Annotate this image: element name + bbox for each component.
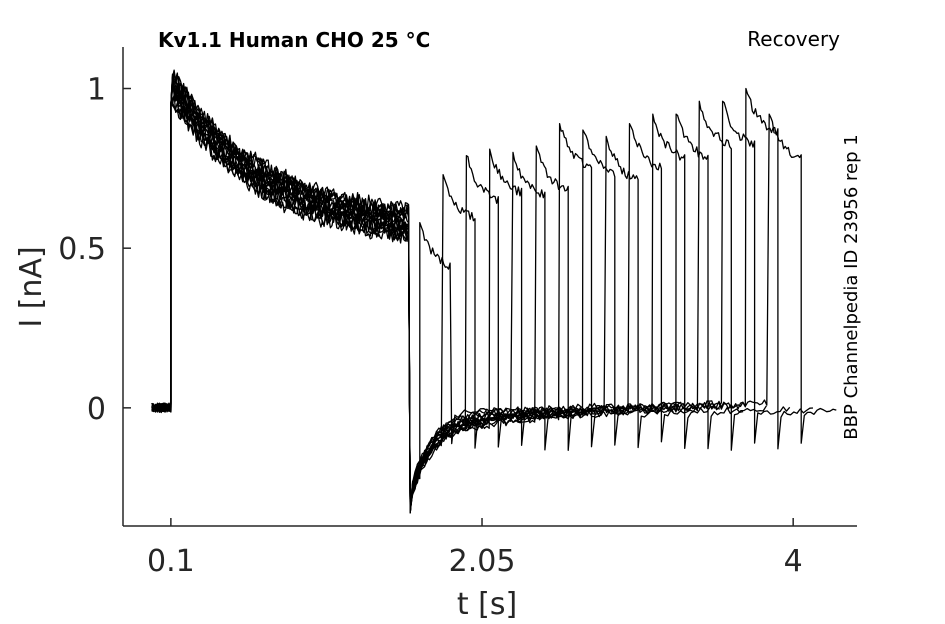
y-tick-label: 0 xyxy=(87,392,106,427)
x-axis-label: t [s] xyxy=(457,587,517,622)
protocol-label: Recovery xyxy=(747,27,840,51)
x-tick-label: 0.1 xyxy=(147,544,195,579)
current-sweep xyxy=(151,101,534,511)
y-ticks: 00.51 xyxy=(58,73,131,427)
side-label: BBP Channelpedia ID 23956 rep 1 xyxy=(841,134,862,439)
current-sweep xyxy=(151,103,511,511)
x-ticks: 0.1 2.05 4 xyxy=(147,518,803,579)
x-tick-label: 4 xyxy=(784,544,803,579)
current-sweep xyxy=(151,71,814,509)
traces xyxy=(151,69,837,514)
current-sweep xyxy=(151,87,674,509)
current-sweep xyxy=(151,72,837,512)
y-tick-label: 0.5 xyxy=(58,232,106,267)
current-sweep xyxy=(151,74,767,514)
current-sweep xyxy=(151,73,744,510)
y-axis-label: I [nA] xyxy=(14,246,49,327)
chart-title: Kv1.1 Human CHO 25 °C xyxy=(158,28,430,52)
x-tick-label: 2.05 xyxy=(449,544,516,579)
current-sweep xyxy=(151,69,791,514)
y-tick-label: 1 xyxy=(87,73,106,108)
